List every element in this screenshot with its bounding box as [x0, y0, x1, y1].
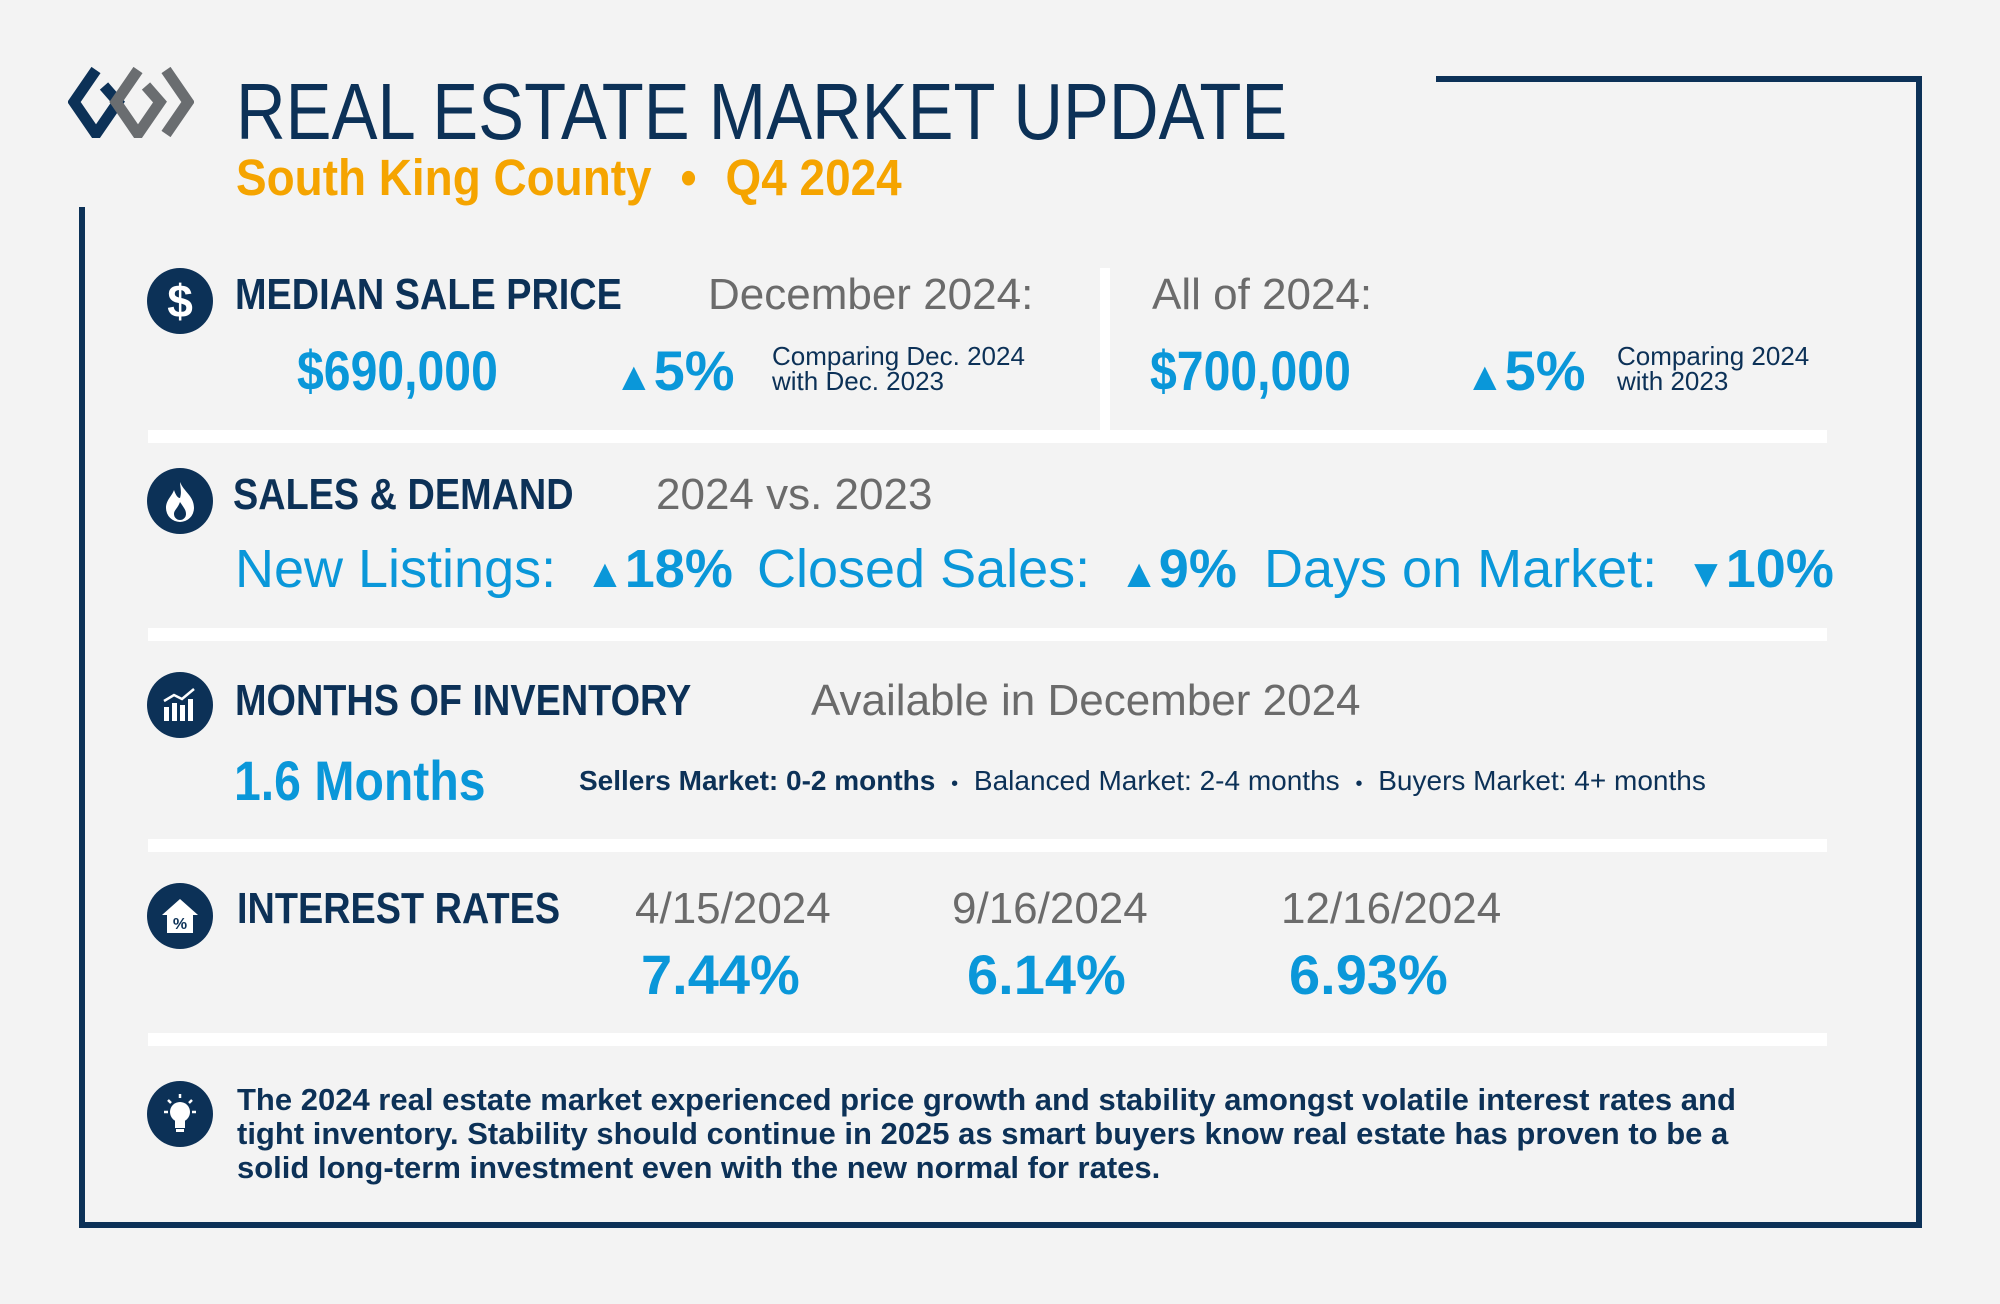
rate-value-1: 7.44% [641, 943, 800, 1006]
down-arrow-icon: ▼ [1686, 552, 1726, 596]
fire-icon [147, 468, 213, 534]
sales-demand-subheading: 2024 vs. 2023 [656, 470, 933, 519]
up-arrow-icon: ▲ [614, 355, 654, 399]
december-median-value: $690,000 [297, 339, 498, 402]
balanced-market-label: Balanced Market: 2-4 months [973, 765, 1340, 796]
metric-value: 10% [1725, 539, 1834, 599]
section-divider [148, 839, 1827, 852]
market-scale: Sellers Market: 0-2 months • Balanced Ma… [579, 765, 1706, 797]
inventory-heading: MONTHS OF INVENTORY [235, 676, 692, 725]
year-change: ▲5% [1465, 338, 1586, 403]
note-line: Comparing Dec. 2024 [772, 341, 1025, 371]
bullet: • [1355, 773, 1363, 795]
svg-text:%: % [173, 916, 187, 933]
summary-line: solid long-term investment even with the… [237, 1150, 1161, 1185]
summary-line: tight inventory. Stability should contin… [237, 1116, 1729, 1151]
page-subtitle: South King County • Q4 2024 [236, 148, 976, 207]
summary-line: The 2024 real estate market experienced … [237, 1082, 1736, 1117]
lightbulb-icon [147, 1081, 213, 1147]
closed-sales-metric: Closed Sales: ▲9% [757, 538, 1237, 600]
frame-bottom-line [79, 1222, 1922, 1228]
december-change-value: 5% [653, 339, 735, 402]
separator: • [680, 149, 697, 206]
note-line: with 2023 [1617, 366, 1729, 396]
vertical-divider [1100, 268, 1110, 430]
period-label: Q4 2024 [725, 149, 902, 206]
metric-value: 18% [624, 539, 733, 599]
year-label: All of 2024: [1152, 270, 1373, 319]
rate-value-2: 6.14% [967, 943, 1126, 1006]
section-divider [148, 628, 1827, 641]
year-change-value: 5% [1504, 339, 1586, 402]
up-arrow-icon: ▲ [585, 552, 625, 596]
brand-logo [67, 66, 195, 144]
metric-label: Closed Sales: [757, 539, 1091, 599]
frame-top-line [1436, 76, 1922, 82]
year-median-value: $700,000 [1150, 339, 1351, 402]
note-line: Comparing 2024 [1617, 341, 1810, 371]
inventory-value: 1.6 Months [234, 749, 486, 812]
buyers-market-label: Buyers Market: 4+ months [1378, 765, 1706, 796]
year-comparison-note: Comparing 2024 with 2023 [1617, 341, 1810, 396]
new-listings-metric: New Listings: ▲18% [235, 538, 733, 600]
region-label: South King County [236, 149, 652, 206]
page-title: REAL ESTATE MARKET UPDATE [236, 67, 1288, 156]
days-on-market-metric: Days on Market: ▼10% [1264, 538, 1834, 600]
rate-date-2: 9/16/2024 [952, 884, 1148, 933]
house-percent-icon: % [147, 883, 213, 949]
rate-value-3: 6.93% [1289, 943, 1448, 1006]
bullet: • [951, 773, 959, 795]
december-change: ▲5% [614, 338, 735, 403]
frame-left-line [79, 207, 85, 1228]
note-line: with Dec. 2023 [772, 366, 944, 396]
section-divider [148, 1033, 1827, 1046]
frame-right-line [1916, 76, 1922, 1228]
sales-demand-heading: SALES & DEMAND [233, 470, 574, 519]
metric-label: New Listings: [235, 539, 557, 599]
inventory-subheading: Available in December 2024 [811, 676, 1361, 725]
rate-date-1: 4/15/2024 [635, 884, 831, 933]
median-price-heading: MEDIAN SALE PRICE [235, 270, 622, 319]
december-comparison-note: Comparing Dec. 2024 with Dec. 2023 [772, 341, 1025, 396]
rate-date-3: 12/16/2024 [1281, 884, 1502, 933]
sellers-market-label: Sellers Market: 0-2 months [579, 765, 936, 796]
interest-rates-heading: INTEREST RATES [237, 884, 561, 933]
metric-value: 9% [1158, 539, 1237, 599]
summary-paragraph: The 2024 real estate market experienced … [237, 1083, 1736, 1185]
up-arrow-icon: ▲ [1465, 355, 1505, 399]
bar-chart-icon [147, 672, 213, 738]
dollar-icon: $ [147, 268, 213, 334]
section-divider [148, 430, 1827, 443]
metric-label: Days on Market: [1264, 539, 1658, 599]
up-arrow-icon: ▲ [1119, 552, 1159, 596]
december-label: December 2024: [708, 270, 1034, 319]
